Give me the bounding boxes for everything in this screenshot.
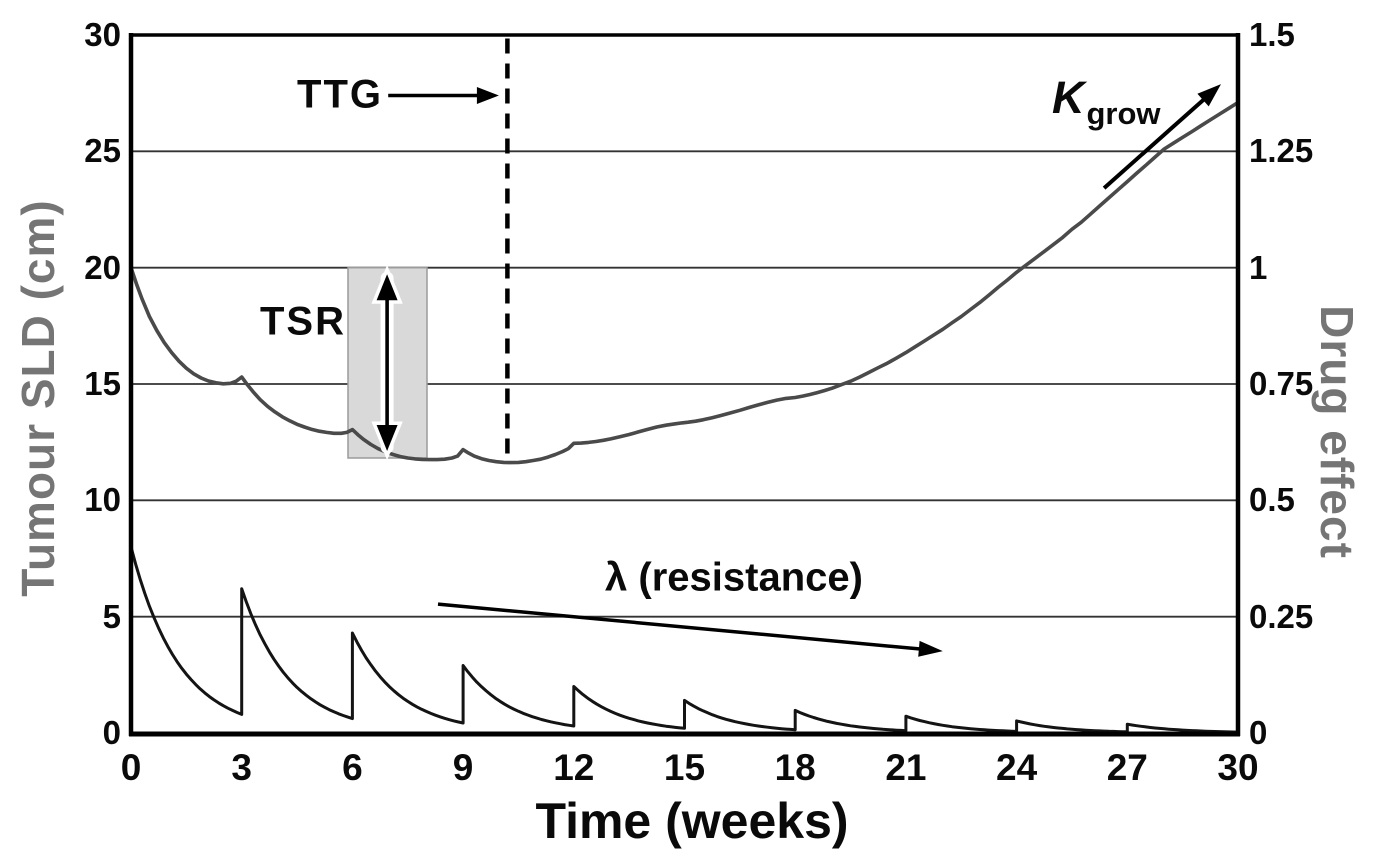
tsr-double-arrow-head-top [376, 274, 398, 301]
x-tick-label: 27 [1106, 747, 1148, 788]
lambda-arrow-head [918, 640, 943, 657]
y-left-tick-label: 15 [84, 364, 121, 402]
kgrow-symbol: K [1052, 72, 1085, 123]
y-right-tick-label: 1.5 [1249, 15, 1295, 53]
y-left-tick-label: 10 [84, 481, 121, 519]
y-right-tick-label: 0 [1249, 713, 1268, 751]
y-left-tick-label: 30 [84, 15, 121, 53]
lambda-resistance-annotation-label: λ (resistance) [605, 555, 863, 600]
y-right-axis-title: Drug effect [1311, 305, 1363, 559]
lambda-arrow-shaft [437, 602, 929, 652]
x-tick-label: 24 [996, 747, 1038, 788]
x-tick-label: 0 [120, 747, 142, 788]
kgrow-subscript: grow [1086, 96, 1161, 131]
x-tick-label: 30 [1217, 747, 1259, 788]
y-right-tick-label: 0.75 [1249, 364, 1314, 402]
x-axis-title: Time (weeks) [535, 793, 849, 849]
ttg-annotation-label: TTG [297, 72, 383, 117]
y-left-tick-label: 20 [84, 248, 121, 286]
tumour-sld-curve [129, 100, 1240, 465]
y-left-tick-label: 5 [102, 597, 121, 635]
y-left-tick-label: 0 [102, 713, 121, 751]
ttg-arrow-head [476, 87, 499, 104]
y-right-tick-label: 1 [1249, 248, 1268, 286]
y-right-tick-label: 1.25 [1249, 132, 1314, 170]
tsr-annotation-label: TSR [260, 299, 346, 344]
y-left-axis-title: Tumour SLD (cm) [12, 199, 64, 597]
kgrow-arrow-shaft [1102, 92, 1212, 190]
x-tick-label: 6 [342, 747, 363, 788]
x-tick-label: 21 [885, 747, 927, 788]
x-tick-label: 3 [231, 747, 252, 788]
drug-effect-curve [129, 546, 1239, 734]
kgrow-arrow-head [1197, 84, 1221, 107]
kgrow-annotation-label: Kgrow [1052, 72, 1161, 131]
x-tick-label: 18 [774, 747, 816, 788]
y-left-tick-label: 25 [84, 132, 121, 170]
y-right-tick-label: 0.25 [1249, 597, 1314, 635]
y-right-tick-label: 0.5 [1249, 481, 1295, 519]
tsr-double-arrow-head-bottom [376, 425, 398, 451]
x-tick-label: 12 [553, 747, 595, 788]
x-tick-label: 15 [663, 747, 706, 788]
x-tick-label: 9 [452, 747, 474, 788]
